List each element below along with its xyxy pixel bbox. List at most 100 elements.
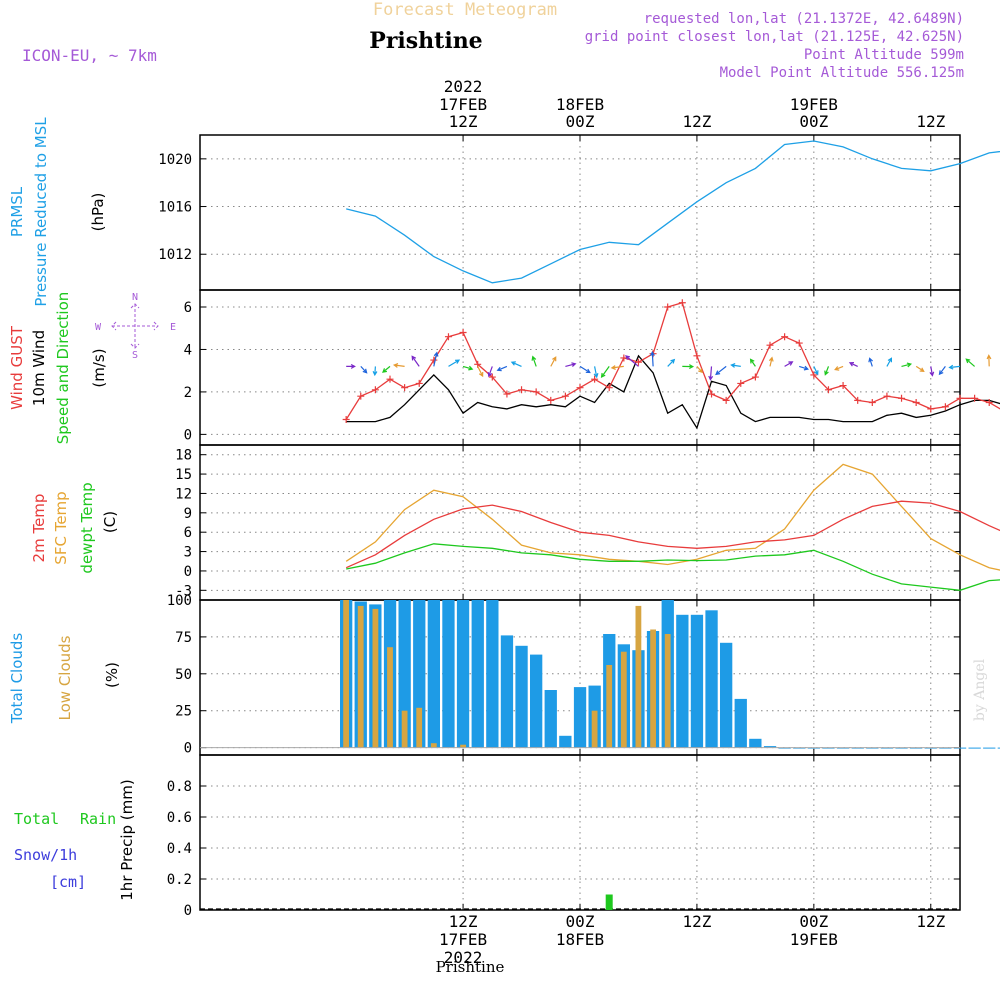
wind-direction-arrow [477, 366, 484, 378]
gust-marker [371, 386, 379, 394]
precip-label-snow-unit: [cm] [50, 873, 86, 891]
y-tick-label: 25 [175, 704, 192, 720]
gust-marker [810, 371, 818, 379]
pressure-unit: (hPa) [89, 193, 107, 232]
wind-direction-arrow [579, 365, 591, 374]
wind-direction-arrow [824, 366, 830, 376]
precip-label-rain: Rain [80, 810, 116, 828]
total-cloud-bar [749, 738, 762, 748]
low-cloud-bar [430, 743, 437, 748]
y-tick-label: 0.4 [167, 841, 192, 857]
total-cloud-bar [515, 645, 528, 748]
wind-direction-arrow [392, 363, 405, 368]
low-cloud-bar [635, 605, 642, 748]
gust-marker [941, 403, 949, 411]
y-tick-label: 6 [184, 300, 192, 316]
gust-marker [883, 392, 891, 400]
temp-label-sfc: SFC Temp [52, 491, 70, 564]
gust-marker [985, 399, 993, 407]
gust-marker [824, 386, 832, 394]
total-cloud-bar [500, 635, 514, 748]
compass-n: N [132, 292, 138, 303]
y-tick-label: 100 [167, 593, 192, 609]
total-cloud-bar [573, 687, 587, 748]
gust-marker [459, 328, 467, 336]
top-date-label: 19FEB [790, 95, 838, 114]
temp-unit: (C) [101, 511, 119, 533]
precip-axis-label: 1hr Precip (mm) [118, 779, 136, 900]
wind-direction-arrow [749, 358, 756, 367]
y-tick-label: 1012 [158, 247, 192, 263]
wind-direction-arrow [411, 355, 420, 367]
top-time-axis: 12Z17FEB202200Z18FEB12Z00Z19FEB12Z00Z20F… [439, 77, 946, 131]
wind-direction-arrow [929, 366, 935, 377]
gust-marker [795, 339, 803, 347]
y-tick-label: 0 [184, 903, 192, 919]
gridpoint-coords: grid point closest lon,lat (21.125E, 42.… [585, 29, 964, 45]
total-cloud-bar [442, 600, 455, 748]
y-tick-label: 15 [175, 467, 192, 483]
y-tick-label: 75 [175, 630, 192, 646]
low-cloud-bar [591, 710, 598, 748]
top-date-label: 18FEB [556, 95, 604, 114]
wind-unit: (m/s) [90, 348, 108, 387]
wind-direction-arrow [708, 366, 714, 381]
bottom-hour-label: 12Z [682, 912, 711, 931]
precip-frame [199, 754, 961, 911]
y-tick-label: 1020 [158, 152, 192, 168]
wind-direction-arrow [433, 351, 439, 367]
gust-marker [591, 375, 599, 383]
temp-label-2m: 2m Temp [30, 494, 48, 563]
gust-marker [722, 396, 730, 404]
precip-label-total: Total [14, 810, 59, 828]
gust-marker [781, 333, 789, 341]
low-cloud-bar [343, 600, 349, 748]
wind-direction-arrow [868, 357, 874, 367]
wind-label-speed: Speed and Direction [54, 292, 72, 445]
sfc-temp-line [345, 463, 1000, 571]
pressure-label-desc: Pressure Reduced to MSL [32, 117, 50, 307]
top-hour-label: 12Z [916, 112, 945, 131]
y-tick-label: -3 [175, 583, 192, 599]
bottom-time-axis: 12Z17FEB202200Z18FEB12Z00Z19FEB12Z00Z20F… [439, 912, 946, 967]
y-tick-label: 3 [184, 545, 192, 561]
low-cloud-bar [620, 651, 627, 748]
top-hour-label: 00Z [566, 112, 595, 131]
low-cloud-bar [401, 710, 408, 748]
wind-direction-arrow [696, 365, 703, 374]
wind-direction-arrow [784, 361, 794, 367]
gust-marker [342, 416, 350, 424]
gust-marker [766, 341, 774, 349]
gust-marker [737, 379, 745, 387]
wind-direction-arrow [610, 365, 624, 370]
wind-direction-arrow [372, 366, 378, 377]
wind-direction-arrow [531, 355, 537, 367]
y-tick-label: 0 [184, 427, 192, 443]
clouds-panel: 0 25 50 75 100 [167, 593, 1000, 757]
compass-arrows [111, 303, 159, 349]
total-cloud-bar [997, 747, 1000, 749]
gust-marker [912, 399, 920, 407]
wind-speed-line [346, 354, 1000, 430]
wind-direction-arrow [813, 366, 819, 376]
temp-2m-line [345, 500, 1000, 569]
wind-label-gust: Wind GUST [8, 325, 26, 410]
gust-marker [518, 386, 526, 394]
credit-watermark: by Angel [972, 658, 988, 721]
wind-direction-arrow [915, 365, 925, 372]
wind-direction-arrow [768, 356, 774, 367]
y-tick-label: 1016 [158, 200, 192, 216]
clouds-unit: (%) [103, 662, 121, 688]
wind-direction-arrow [715, 365, 727, 376]
bottom-year-label: 2022 [444, 948, 483, 967]
top-date-label: 17FEB [439, 95, 487, 114]
low-cloud-bar [416, 707, 423, 748]
total-cloud-bar [544, 690, 557, 748]
gust-marker [664, 303, 672, 311]
y-tick-label: 4 [184, 342, 192, 358]
wind-direction-arrow [360, 365, 368, 374]
clouds-label-low: Low Clouds [56, 635, 74, 720]
temp-panel: -3 0 3 6 9 12 15 18 [175, 444, 1000, 601]
gust-marker [971, 394, 979, 402]
